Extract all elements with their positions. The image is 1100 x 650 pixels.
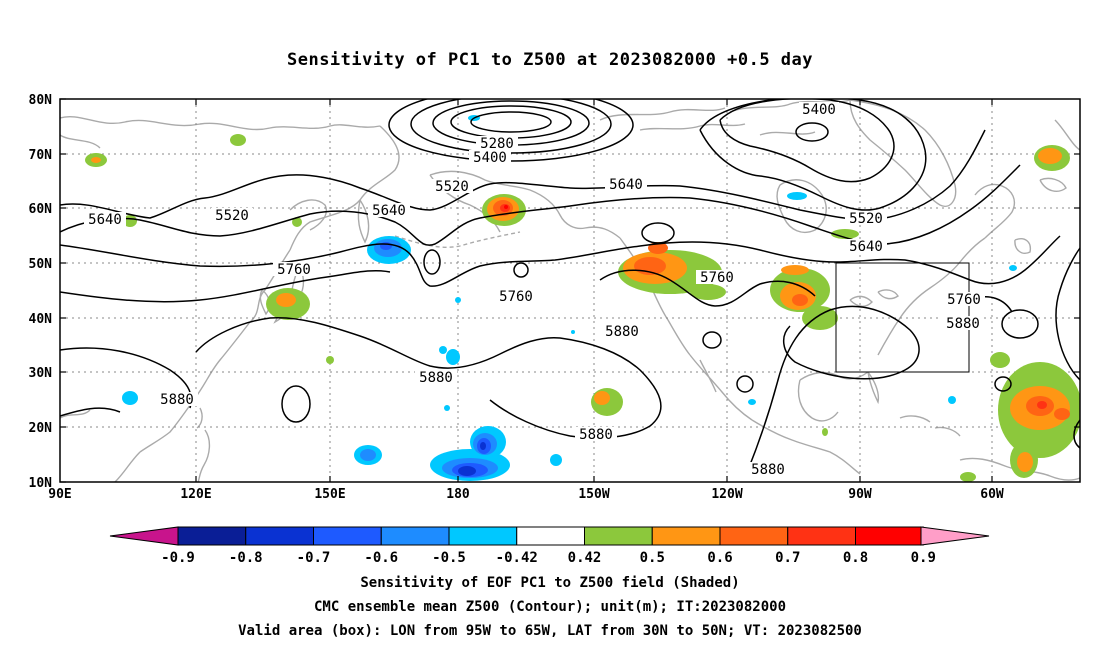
lat-label: 60N bbox=[29, 202, 53, 217]
colorbar-bin bbox=[787, 526, 856, 546]
latitude-labels: 80N 70N 60N 50N 40N 30N 20N 10N bbox=[29, 93, 53, 491]
contour-label: 5640 bbox=[605, 177, 647, 193]
colorbar-tick-label: 0.7 bbox=[775, 550, 800, 566]
colorbar: -0.9 -0.8 -0.7 -0.6 -0.5 -0.42 0.42 0.5 0.6 0.7 0.… bbox=[109, 526, 990, 566]
lon-label: 120W bbox=[711, 487, 742, 502]
contour-label: 5520 bbox=[845, 211, 887, 227]
colorbar-tick-label: -0.8 bbox=[229, 550, 263, 566]
lon-label: 180 bbox=[446, 487, 470, 502]
svg-text:5520: 5520 bbox=[215, 208, 249, 224]
contour-label: 5640 bbox=[84, 212, 126, 228]
lon-label: 60W bbox=[980, 487, 1004, 502]
svg-text:5880: 5880 bbox=[579, 427, 613, 443]
colorbar-tick-label: 0.6 bbox=[707, 550, 732, 566]
svg-text:5640: 5640 bbox=[372, 203, 406, 219]
svg-text:5880: 5880 bbox=[751, 462, 785, 478]
caption-line-3: Valid area (box): LON from 95W to 65W, L… bbox=[238, 623, 862, 639]
contour-label: 5520 bbox=[211, 208, 253, 224]
colorbar-tick-label: 0.8 bbox=[843, 550, 868, 566]
contour-label: 5880 bbox=[575, 427, 617, 443]
contour-label: 5400 bbox=[469, 150, 511, 166]
contour-label: 5880 bbox=[747, 462, 789, 478]
map-frame bbox=[59, 98, 1081, 483]
svg-text:5880: 5880 bbox=[160, 392, 194, 408]
caption-line-2: CMC ensemble mean Z500 (Contour); unit(m… bbox=[313, 599, 786, 615]
svg-text:5400: 5400 bbox=[802, 102, 836, 118]
svg-text:5520: 5520 bbox=[435, 179, 469, 195]
svg-text:5880: 5880 bbox=[946, 316, 980, 332]
lat-label: 10N bbox=[29, 476, 53, 491]
map-background bbox=[60, 99, 1080, 482]
svg-text:5520: 5520 bbox=[849, 211, 883, 227]
svg-text:5760: 5760 bbox=[499, 289, 533, 305]
contour-label: 5520 bbox=[431, 179, 473, 195]
colorbar-bin bbox=[177, 526, 247, 546]
lon-label: 120E bbox=[180, 487, 211, 502]
lat-label: 70N bbox=[29, 148, 53, 163]
colorbar-bin bbox=[651, 526, 721, 546]
colorbar-tick-label: -0.5 bbox=[432, 550, 466, 566]
colorbar-bin bbox=[855, 526, 924, 546]
caption-line-1: Sensitivity of EOF PC1 to Z500 field (Sh… bbox=[360, 575, 740, 591]
svg-text:5640: 5640 bbox=[88, 212, 122, 228]
svg-text:5640: 5640 bbox=[849, 239, 883, 255]
colorbar-tick-label: -0.6 bbox=[364, 550, 398, 566]
contour-labels: 5400 5280 5400 5520 5640 5520 5640 5640 … bbox=[84, 102, 985, 478]
axis-ticks bbox=[60, 98, 1080, 483]
lat-label: 30N bbox=[29, 366, 53, 381]
longitude-labels: 90E 120E 150E 180 150W 120W 90W 60W bbox=[48, 487, 1004, 502]
contour-label: 5640 bbox=[368, 203, 410, 219]
colorbar-high-arrow bbox=[920, 526, 990, 546]
colorbar-bin bbox=[313, 526, 382, 546]
contour-label: 5880 bbox=[601, 324, 643, 340]
contour-label: 5640 bbox=[845, 239, 887, 255]
contour-label: 5760 bbox=[273, 262, 315, 278]
colorbar-tick-label: 0.5 bbox=[640, 550, 665, 566]
lat-label: 20N bbox=[29, 421, 53, 436]
svg-text:5640: 5640 bbox=[609, 177, 643, 193]
svg-text:5880: 5880 bbox=[419, 370, 453, 386]
colorbar-bin bbox=[516, 526, 585, 546]
lon-label: 90W bbox=[848, 487, 872, 502]
lat-label: 40N bbox=[29, 312, 53, 327]
contour-label: 5280 bbox=[476, 136, 518, 152]
svg-text:5400: 5400 bbox=[473, 150, 507, 166]
svg-text:5280: 5280 bbox=[480, 136, 514, 152]
contour-label: 5880 bbox=[156, 392, 198, 408]
contour-label: 5880 bbox=[415, 370, 457, 386]
colorbar-bin bbox=[719, 526, 789, 546]
svg-text:5880: 5880 bbox=[605, 324, 639, 340]
colorbar-bin bbox=[584, 526, 653, 546]
contour-label: 5760 bbox=[495, 289, 537, 305]
contour-label: 5760 bbox=[943, 292, 985, 308]
colorbar-bin bbox=[380, 526, 450, 546]
lat-label: 80N bbox=[29, 93, 53, 108]
contour-label: 5880 bbox=[942, 316, 984, 332]
sensitivity-shading bbox=[85, 115, 1080, 482]
lat-label: 50N bbox=[29, 257, 53, 272]
svg-text:5760: 5760 bbox=[277, 262, 311, 278]
colorbar-bin bbox=[245, 526, 314, 546]
svg-text:5760: 5760 bbox=[700, 270, 734, 286]
contour-label: 5760 bbox=[696, 270, 738, 286]
lon-label: 90E bbox=[48, 487, 71, 502]
lon-label: 150W bbox=[578, 487, 609, 502]
colorbar-bin bbox=[448, 526, 518, 546]
map-title: Sensitivity of PC1 to Z500 at 2023082000… bbox=[286, 50, 813, 70]
colorbar-tick-label: 0.9 bbox=[911, 550, 936, 566]
colorbar-tick-label: -0.7 bbox=[297, 550, 331, 566]
colorbar-tick-label: -0.9 bbox=[161, 550, 195, 566]
colorbar-tick-label: -0.42 bbox=[496, 550, 538, 566]
colorbar-low-arrow bbox=[109, 526, 179, 546]
lon-label: 150E bbox=[314, 487, 345, 502]
contour-label: 5400 bbox=[799, 102, 839, 118]
colorbar-tick-label: 0.42 bbox=[568, 550, 602, 566]
svg-text:5760: 5760 bbox=[947, 292, 981, 308]
coastlines bbox=[60, 99, 1080, 482]
